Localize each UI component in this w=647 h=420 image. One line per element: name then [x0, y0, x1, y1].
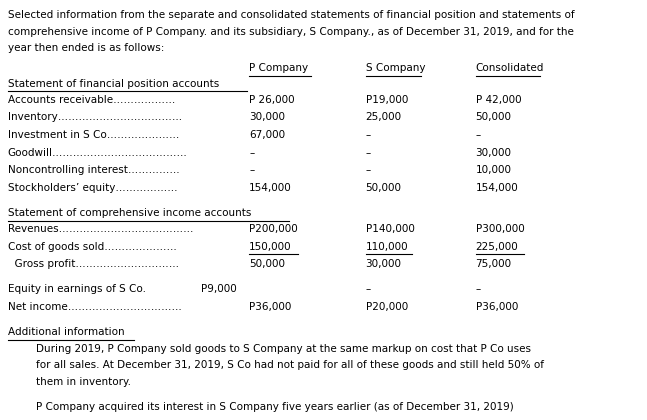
Text: –: –: [366, 130, 371, 140]
Text: 30,000: 30,000: [476, 148, 512, 158]
Text: Selected information from the separate and consolidated statements of financial : Selected information from the separate a…: [8, 10, 575, 21]
Text: Gross profit…………………………: Gross profit…………………………: [8, 259, 179, 269]
Text: P9,000: P9,000: [201, 284, 236, 294]
Text: Additional information: Additional information: [8, 327, 124, 337]
Text: P19,000: P19,000: [366, 95, 408, 105]
Text: Revenues…………………………………: Revenues…………………………………: [8, 224, 193, 234]
Text: comprehensive income of P Company. and its subsidiary, S Company., as of Decembe: comprehensive income of P Company. and i…: [8, 27, 574, 37]
Text: Equity in earnings of S Co.: Equity in earnings of S Co.: [8, 284, 146, 294]
Text: –: –: [476, 130, 481, 140]
Text: 225,000: 225,000: [476, 241, 518, 252]
Text: Cost of goods sold…………………: Cost of goods sold…………………: [8, 241, 177, 252]
Text: 50,000: 50,000: [366, 183, 402, 193]
Text: –: –: [366, 165, 371, 175]
Text: 30,000: 30,000: [366, 259, 402, 269]
Text: 50,000: 50,000: [249, 259, 285, 269]
Text: Net income……………………………: Net income……………………………: [8, 302, 182, 312]
Text: –: –: [249, 148, 254, 158]
Text: P200,000: P200,000: [249, 224, 298, 234]
Text: 25,000: 25,000: [366, 113, 402, 122]
Text: Investment in S Co…………………: Investment in S Co…………………: [8, 130, 179, 140]
Text: P Company acquired its interest in S Company five years earlier (as of December : P Company acquired its interest in S Com…: [36, 402, 513, 412]
Text: year then ended is as follows:: year then ended is as follows:: [8, 43, 164, 53]
Text: P20,000: P20,000: [366, 302, 408, 312]
Text: them in inventory.: them in inventory.: [36, 377, 131, 386]
Text: P300,000: P300,000: [476, 224, 524, 234]
Text: During 2019, P Company sold goods to S Company at the same markup on cost that P: During 2019, P Company sold goods to S C…: [36, 344, 531, 354]
Text: 75,000: 75,000: [476, 259, 512, 269]
Text: 154,000: 154,000: [476, 183, 518, 193]
Text: –: –: [249, 165, 254, 175]
Text: P36,000: P36,000: [476, 302, 518, 312]
Text: 150,000: 150,000: [249, 241, 292, 252]
Text: Accounts receivable………………: Accounts receivable………………: [8, 95, 175, 105]
Text: 67,000: 67,000: [249, 130, 285, 140]
Text: P36,000: P36,000: [249, 302, 291, 312]
Text: 154,000: 154,000: [249, 183, 292, 193]
Text: P 26,000: P 26,000: [249, 95, 295, 105]
Text: Goodwill…………………………………: Goodwill…………………………………: [8, 148, 188, 158]
Text: –: –: [476, 284, 481, 294]
Text: Consolidated: Consolidated: [476, 63, 544, 73]
Text: P140,000: P140,000: [366, 224, 415, 234]
Text: 50,000: 50,000: [476, 113, 512, 122]
Text: for all sales. At December 31, 2019, S Co had not paid for all of these goods an: for all sales. At December 31, 2019, S C…: [36, 360, 543, 370]
Text: –: –: [366, 284, 371, 294]
Text: Statement of financial position accounts: Statement of financial position accounts: [8, 79, 219, 89]
Text: 110,000: 110,000: [366, 241, 408, 252]
Text: P Company: P Company: [249, 63, 308, 73]
Text: Inventory………………………………: Inventory………………………………: [8, 113, 182, 122]
Text: 30,000: 30,000: [249, 113, 285, 122]
Text: P 42,000: P 42,000: [476, 95, 521, 105]
Text: –: –: [366, 148, 371, 158]
Text: Statement of comprehensive income accounts: Statement of comprehensive income accoun…: [8, 208, 251, 218]
Text: Stockholders’ equity………………: Stockholders’ equity………………: [8, 183, 177, 193]
Text: Noncontrolling interest……………: Noncontrolling interest……………: [8, 165, 179, 175]
Text: S Company: S Company: [366, 63, 425, 73]
Text: 10,000: 10,000: [476, 165, 512, 175]
